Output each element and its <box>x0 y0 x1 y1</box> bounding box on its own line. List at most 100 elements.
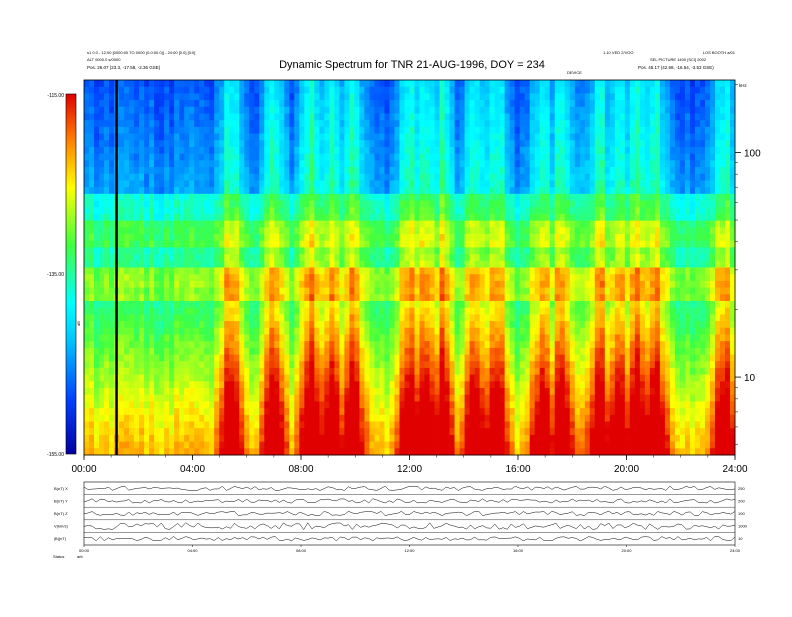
heatmap-cell <box>369 234 375 242</box>
heatmap-cell <box>354 126 360 134</box>
heatmap-cell <box>374 213 380 222</box>
heatmap-cell <box>294 280 300 288</box>
heatmap-cell <box>94 361 100 369</box>
heatmap-cell <box>489 260 496 268</box>
heatmap-cell <box>284 347 290 355</box>
heatmap-cell <box>389 254 395 262</box>
heatmap-cell <box>259 133 265 141</box>
heatmap-cell <box>434 100 440 108</box>
heatmap-cell <box>249 294 255 302</box>
heatmap-cell <box>524 367 531 376</box>
heatmap-cell <box>439 133 445 141</box>
heatmap-cell <box>139 260 145 268</box>
heatmap-cell <box>449 347 455 355</box>
heatmap-cell <box>329 227 335 235</box>
heatmap-cell <box>439 300 445 309</box>
heatmap-cell <box>199 448 205 456</box>
heatmap-cell <box>94 274 100 282</box>
heatmap-cell <box>459 307 465 315</box>
heatmap-cell <box>214 327 220 335</box>
heatmap-cell <box>389 327 395 335</box>
heatmap-cell <box>84 314 90 322</box>
heatmap-cell <box>224 274 230 282</box>
heatmap-cell <box>249 267 255 275</box>
heatmap-cell <box>229 200 235 208</box>
heatmap-cell <box>414 213 420 222</box>
heatmap-cell <box>274 93 280 101</box>
heatmap-cell <box>419 394 425 402</box>
heatmap-cell <box>109 260 115 268</box>
heatmap-cell <box>429 347 435 355</box>
heatmap-cell <box>414 126 420 134</box>
heatmap-cell <box>259 367 265 376</box>
heatmap-cell <box>414 274 420 282</box>
heatmap-cell <box>474 434 481 443</box>
heatmap-cell <box>419 414 425 422</box>
heatmap-cell <box>504 213 511 222</box>
heatmap-cell <box>124 113 130 121</box>
heatmap-cell <box>249 207 255 215</box>
heatmap-cell <box>289 374 295 382</box>
heatmap-cell <box>399 334 405 342</box>
heatmap-cell <box>334 167 340 175</box>
heatmap-cell <box>264 321 270 329</box>
heatmap-cell <box>194 354 200 362</box>
heatmap-cell <box>194 394 200 402</box>
heatmap-cell <box>314 421 320 429</box>
heatmap-cell <box>99 93 105 101</box>
heatmap-cell <box>84 294 90 302</box>
heatmap-cell <box>509 254 516 262</box>
heatmap-cell <box>384 133 390 141</box>
heatmap-cell <box>279 388 285 396</box>
heatmap-cell <box>249 314 255 322</box>
heatmap-cell <box>284 260 290 268</box>
heatmap-cell <box>134 100 140 108</box>
heatmap-cell <box>379 388 385 396</box>
heatmap-cell <box>144 448 150 456</box>
heatmap-cell <box>459 106 465 114</box>
heatmap-cell <box>144 347 150 355</box>
heatmap-cell <box>214 173 220 181</box>
heatmap-cell <box>454 100 460 108</box>
heatmap-cell <box>374 180 380 188</box>
heatmap-cell <box>119 367 125 376</box>
heatmap-cell <box>414 120 420 128</box>
heatmap-cell <box>349 327 355 335</box>
heatmap-cell <box>304 274 310 282</box>
heatmap-cell <box>209 367 215 376</box>
heatmap-cell <box>379 173 385 181</box>
heatmap-cell <box>184 334 190 342</box>
heatmap-cell <box>444 388 450 396</box>
heatmap-cell <box>344 100 350 108</box>
heatmap-cell <box>129 441 135 449</box>
heatmap-cell <box>194 408 200 416</box>
heatmap-cell <box>239 300 245 309</box>
heatmap-cell <box>519 421 526 429</box>
heatmap-cell <box>524 388 531 396</box>
heatmap-cell <box>384 294 390 302</box>
heatmap-cell <box>304 126 310 134</box>
heatmap-cell <box>104 347 110 355</box>
heatmap-cell <box>379 294 385 302</box>
heatmap-cell <box>219 300 225 309</box>
heatmap-cell <box>239 220 245 228</box>
heatmap-cell <box>159 140 165 148</box>
heatmap-cell <box>419 260 425 268</box>
heatmap-cell <box>189 327 195 335</box>
heatmap-cell <box>504 146 511 155</box>
heatmap-cell <box>334 126 340 134</box>
heatmap-cell <box>174 428 180 436</box>
heatmap-cell <box>394 300 400 309</box>
heatmap-cell <box>204 180 210 188</box>
heatmap-cell <box>149 441 155 449</box>
heatmap-cell <box>354 193 360 201</box>
heatmap-cell <box>474 274 481 282</box>
heatmap-cell <box>289 394 295 402</box>
heatmap-cell <box>319 267 325 275</box>
heatmap-cell <box>424 374 430 382</box>
heatmap-cell <box>429 314 435 322</box>
heatmap-cell <box>149 86 155 94</box>
heatmap-cell <box>419 213 425 222</box>
heatmap-cell <box>414 401 420 409</box>
heatmap-cell <box>154 274 160 282</box>
